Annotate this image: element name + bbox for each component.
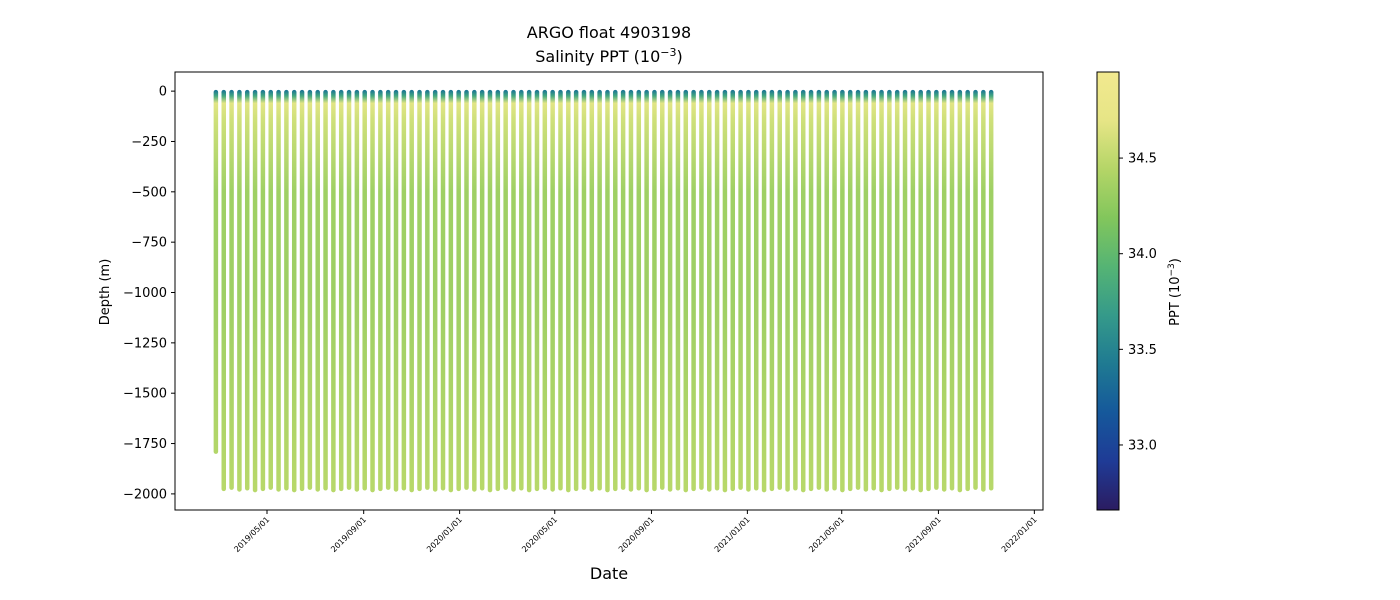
x-axis: 2019/05/01 2019/09/01 2020/01/01 2020/05/01… xyxy=(232,510,1039,554)
x-tick-label: 2021/09/01 xyxy=(904,515,943,554)
colorbar-tick-label: 33.0 xyxy=(1128,438,1157,453)
colorbar-tick-label: 34.0 xyxy=(1128,247,1157,262)
chart-title: ARGO float 4903198 xyxy=(527,23,691,42)
y-tick-label: −750 xyxy=(131,236,167,251)
x-tick-label: 2022/01/01 xyxy=(1000,515,1039,554)
y-tick-label: −1000 xyxy=(123,286,167,301)
chart-subtitle: Salinity PPT (10−3) xyxy=(535,46,683,66)
y-axis: 0 −250 −500 −750 −1000 −1250 −1500 −1750 −2000 xyxy=(123,85,175,502)
y-tick-label: −1750 xyxy=(123,437,167,452)
y-tick-label: −250 xyxy=(131,135,167,150)
y-tick-label: −2000 xyxy=(123,487,167,502)
colorbar-gradient xyxy=(1096,71,1120,511)
plot-frame xyxy=(174,71,1044,511)
x-tick-label: 2020/01/01 xyxy=(425,515,464,554)
x-tick-label: 2019/05/01 xyxy=(232,515,271,554)
x-tick-label: 2019/09/01 xyxy=(329,515,368,554)
x-tick-label: 2020/09/01 xyxy=(617,515,656,554)
y-tick-label: −1250 xyxy=(123,336,167,351)
colorbar-tick-label: 34.5 xyxy=(1128,152,1157,167)
colorbar-label: PPT (10−3) xyxy=(1167,258,1183,326)
y-tick-label: 0 xyxy=(159,85,167,100)
plot-area xyxy=(174,71,1044,511)
x-tick-label: 2021/01/01 xyxy=(713,515,752,554)
y-tick-label: −500 xyxy=(131,185,167,200)
colorbar: 33.0 33.5 34.0 34.5 xyxy=(1096,71,1157,511)
x-tick-label: 2021/05/01 xyxy=(807,515,846,554)
y-axis-label: Depth (m) xyxy=(98,259,113,326)
x-axis-label: Date xyxy=(590,564,628,583)
x-tick-label: 2020/05/01 xyxy=(520,515,559,554)
y-tick-label: −1500 xyxy=(123,387,167,402)
colorbar-tick-label: 33.5 xyxy=(1128,343,1157,358)
